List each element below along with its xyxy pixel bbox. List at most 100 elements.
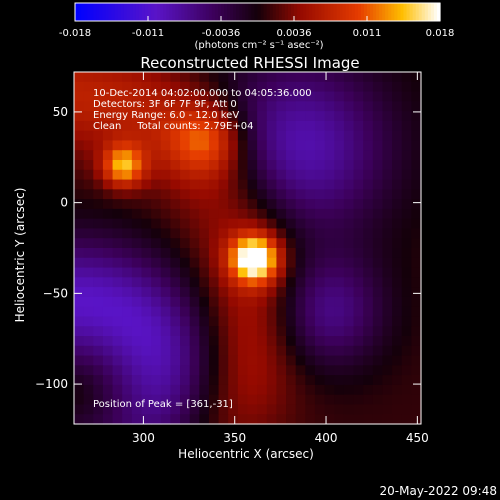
heatmap-cell: [151, 296, 162, 308]
heatmap-cell: [74, 160, 85, 171]
heatmap-cell: [141, 355, 152, 366]
heatmap-cell: [228, 238, 239, 249]
heatmap-cell: [93, 355, 104, 366]
heatmap-cell: [334, 375, 345, 386]
heatmap-cell: [353, 199, 364, 210]
heatmap-cell: [324, 345, 335, 357]
heatmap-cell: [93, 238, 104, 249]
heatmap-cell: [218, 208, 229, 220]
heatmap-cell: [189, 150, 200, 161]
heatmap-cell: [286, 150, 297, 161]
heatmap-cell: [208, 365, 220, 376]
colorbar-segment: [363, 3, 368, 21]
heatmap-cell: [382, 375, 393, 386]
heatmap-cell: [102, 111, 114, 122]
heatmap-cell: [199, 414, 210, 425]
heatmap-cell: [363, 199, 374, 210]
heatmap-cell: [314, 140, 326, 151]
heatmap-cell: [102, 189, 114, 200]
heatmap-cell: [122, 218, 133, 230]
heatmap-cell: [392, 111, 403, 122]
colorbar-segment: [75, 3, 79, 21]
heatmap-cell: [324, 326, 335, 337]
heatmap-cell: [218, 414, 229, 425]
heatmap-cell: [151, 355, 162, 366]
colorbar-segment: [433, 3, 438, 21]
heatmap-cell: [189, 199, 200, 210]
heatmap-cell: [314, 91, 326, 102]
colorbar-segment: [266, 3, 271, 21]
heatmap-cell: [382, 414, 393, 425]
heatmap-cell: [382, 120, 393, 132]
heatmap-cell: [276, 91, 287, 102]
heatmap-cell: [112, 208, 123, 220]
heatmap-cell: [93, 296, 104, 308]
heatmap-cell: [237, 414, 249, 425]
heatmap-cell: [363, 414, 374, 425]
colorbar-segment: [141, 3, 146, 21]
heatmap-cell: [170, 81, 181, 93]
heatmap-cell: [372, 101, 384, 112]
heatmap-cell: [160, 140, 171, 151]
heatmap-cell: [93, 257, 104, 269]
x-axis-label: Heliocentric X (arcsec): [178, 447, 314, 461]
heatmap-cell: [324, 111, 335, 122]
heatmap-cell: [170, 208, 181, 220]
heatmap-cell: [286, 72, 297, 83]
heatmap-cell: [411, 375, 422, 386]
heatmap-cell: [257, 130, 268, 142]
heatmap-cell: [392, 267, 403, 278]
heatmap-cell: [314, 355, 326, 366]
heatmap-cell: [74, 257, 85, 269]
colorbar-segment: [154, 3, 158, 21]
heatmap-cell: [131, 179, 143, 190]
heatmap-cell: [122, 384, 133, 396]
heatmap-cell: [93, 81, 104, 93]
heatmap-cell: [276, 336, 287, 347]
heatmap-cell: [141, 81, 152, 93]
heatmap-cell: [314, 375, 326, 386]
colorbar-segment: [421, 3, 426, 21]
heatmap-cell: [83, 150, 94, 161]
heatmap-cell: [228, 326, 239, 337]
heatmap-cell: [131, 414, 143, 425]
heatmap-cell: [74, 189, 85, 200]
heatmap-cell: [83, 375, 94, 386]
heatmap-cell: [295, 120, 306, 132]
y-tick-label: 50: [53, 105, 68, 119]
heatmap-cell: [257, 179, 268, 190]
heatmap-cell: [122, 199, 133, 210]
heatmap-cell: [122, 91, 133, 102]
heatmap-cell: [160, 267, 171, 278]
heatmap-cell: [189, 189, 200, 200]
heatmap-cell: [382, 404, 393, 415]
heatmap-cell: [314, 238, 326, 249]
heatmap-cell: [276, 375, 287, 386]
heatmap-cell: [353, 267, 364, 278]
heatmap-cell: [151, 394, 162, 406]
heatmap-cell: [392, 218, 403, 230]
heatmap-cell: [257, 355, 268, 366]
heatmap-cell: [218, 404, 229, 415]
heatmap-cell: [208, 238, 220, 249]
heatmap-cell: [247, 130, 258, 142]
heatmap-cell: [247, 140, 258, 151]
heatmap-cell: [141, 111, 152, 122]
heatmap-cell: [131, 189, 143, 200]
heatmap-cell: [305, 375, 316, 386]
colorbar-segment: [275, 3, 280, 21]
heatmap-cell: [228, 140, 239, 151]
heatmap-cell: [314, 72, 326, 83]
heatmap-cell: [102, 248, 114, 259]
heatmap-cell: [131, 111, 143, 122]
colorbar-segment: [342, 3, 347, 21]
heatmap-cell: [170, 248, 181, 259]
heatmap-cell: [189, 81, 200, 93]
heatmap-cell: [102, 384, 114, 396]
heatmap-cell: [363, 384, 374, 396]
heatmap-cell: [257, 169, 268, 181]
heatmap-cell: [372, 277, 384, 288]
heatmap-cell: [228, 248, 239, 259]
heatmap-cell: [247, 169, 258, 181]
